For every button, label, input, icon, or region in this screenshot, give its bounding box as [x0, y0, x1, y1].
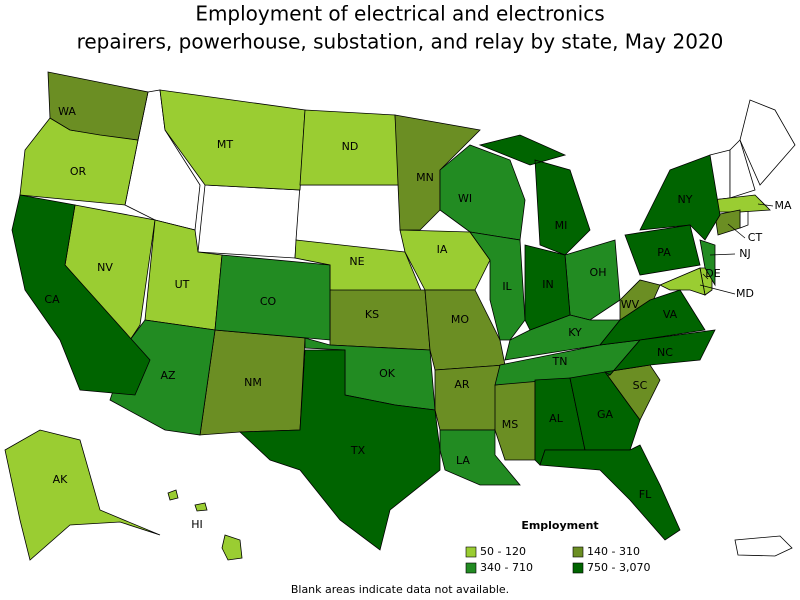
state	[434, 364, 506, 431]
state-label: MN	[416, 171, 434, 184]
state-label: WV	[621, 298, 640, 311]
legend-swatch	[572, 546, 584, 558]
state-label: MD	[736, 287, 754, 300]
state	[439, 429, 521, 486]
state-label: CO	[260, 295, 277, 308]
state	[739, 209, 749, 229]
state-label: CT	[748, 231, 763, 244]
state-label: DE	[705, 267, 720, 280]
state-label: TN	[552, 355, 568, 368]
state-label: MS	[502, 418, 518, 431]
state-label: GA	[597, 408, 614, 421]
state	[167, 489, 243, 561]
state-label: VA	[663, 308, 678, 321]
state-label: AL	[549, 412, 564, 425]
state-label: SC	[633, 379, 648, 392]
legend-title: Employment	[521, 519, 598, 532]
state	[659, 267, 706, 296]
leader-line	[757, 203, 774, 207]
state	[539, 444, 681, 541]
state	[569, 371, 641, 451]
state-label: NE	[349, 255, 364, 268]
blank-states	[124, 89, 796, 557]
states	[4, 71, 771, 561]
leader-line	[709, 253, 736, 256]
state-label: LA	[456, 454, 470, 467]
title-line: Employment of electrical and electronics	[195, 2, 604, 26]
note: Blank areas indicate data not available.	[291, 583, 509, 596]
legend-label: 140 - 310	[587, 545, 640, 558]
state-label: OR	[70, 165, 87, 178]
state	[214, 254, 331, 341]
state	[47, 71, 149, 141]
state	[729, 139, 756, 199]
state	[439, 144, 526, 241]
state-label: MO	[451, 313, 469, 326]
state-label: ND	[342, 140, 359, 153]
state-label: PA	[657, 246, 671, 259]
legend-label: 340 - 710	[480, 561, 533, 574]
state	[197, 184, 301, 259]
state-label: NC	[657, 346, 673, 359]
state	[739, 99, 796, 186]
state-label: MA	[774, 199, 791, 212]
state	[4, 429, 161, 561]
state-label: AZ	[160, 369, 176, 382]
state-label: OH	[590, 266, 607, 279]
legend-label: 50 - 120	[480, 545, 526, 558]
state	[159, 89, 306, 191]
state	[469, 231, 526, 341]
state-label: NM	[244, 376, 262, 389]
state-label: OK	[379, 367, 396, 380]
state	[699, 239, 716, 287]
state-label: IN	[542, 278, 553, 291]
legend-label: 750 - 3,070	[587, 561, 650, 574]
state-label: NJ	[739, 247, 750, 260]
state-label: WA	[58, 105, 76, 118]
state-label: KS	[365, 308, 379, 321]
title-line: repairers, powerhouse, substation, and r…	[77, 30, 724, 54]
state	[239, 349, 441, 551]
state-label: HI	[191, 518, 203, 531]
state-label: AR	[454, 378, 470, 391]
state	[624, 224, 701, 276]
state	[11, 194, 151, 396]
state	[524, 244, 571, 331]
state-label: MI	[555, 219, 568, 232]
state	[478, 134, 591, 256]
state-label: WI	[458, 192, 472, 205]
territory	[734, 535, 793, 557]
state-label: IL	[502, 280, 512, 293]
state	[564, 239, 621, 321]
leader-line	[727, 223, 746, 239]
legend: 50 - 120 140 - 310 340 - 710 750 - 3,070	[465, 545, 650, 574]
state-label: AK	[53, 473, 69, 486]
state	[329, 289, 431, 351]
leader-line	[702, 273, 709, 280]
legend-swatch	[465, 546, 477, 558]
state-label: KY	[568, 326, 582, 339]
legend-swatch	[572, 562, 584, 574]
state-label: NV	[97, 261, 113, 274]
state-label: UT	[175, 278, 190, 291]
legend-swatch	[465, 562, 477, 574]
labels: OR NV MT ND UT NE IA AK HI MA DE MD WA MN KS NM MO AR MS WV…	[44, 105, 792, 531]
leader-line	[699, 284, 736, 295]
state-label: TX	[350, 444, 366, 457]
state-label: NY	[678, 193, 693, 206]
state-label: FL	[639, 488, 652, 501]
state-label: CA	[44, 293, 60, 306]
state-label: IA	[437, 243, 448, 256]
state-label: MT	[217, 138, 233, 151]
